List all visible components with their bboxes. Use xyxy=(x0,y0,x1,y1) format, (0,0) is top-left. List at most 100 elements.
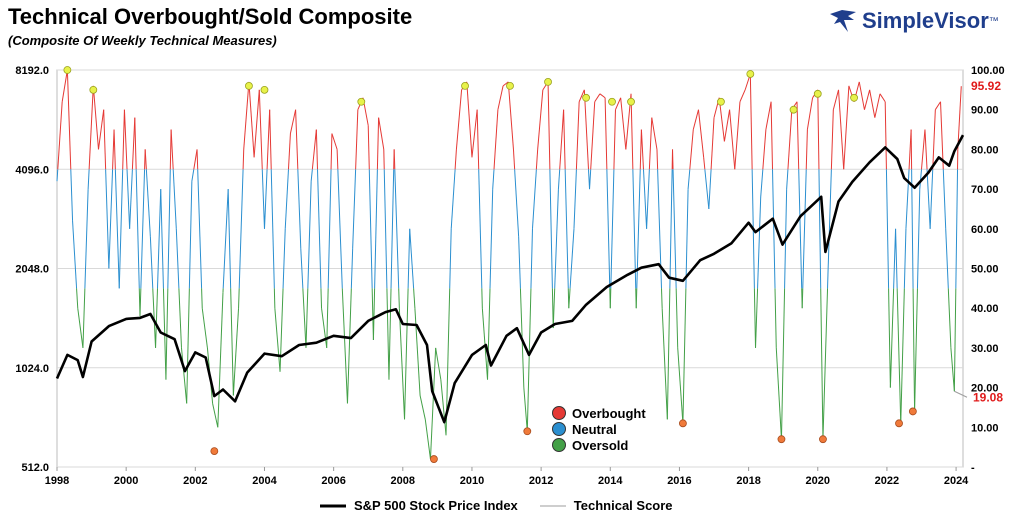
oversold-marker xyxy=(523,427,532,436)
technical-score-segment xyxy=(82,288,86,348)
technical-score-segment xyxy=(386,288,390,380)
technical-score-segment xyxy=(796,101,800,170)
x-tick-label: 2018 xyxy=(736,475,760,487)
oversold-marker xyxy=(210,447,219,456)
technical-score-segment xyxy=(140,169,146,289)
technical-score-segment xyxy=(297,169,302,249)
technical-score-segment xyxy=(84,189,89,289)
technical-score-segment xyxy=(589,169,592,190)
technical-score-segment xyxy=(376,117,380,170)
technical-score-segment xyxy=(188,181,193,289)
x-tick-label: 2022 xyxy=(875,475,899,487)
technical-score-segment xyxy=(911,169,914,289)
technical-score-segment xyxy=(832,89,839,110)
left-tick-label: 1024.0 xyxy=(15,363,49,375)
technical-score-segment xyxy=(388,288,392,380)
technical-score-segment xyxy=(374,169,378,289)
right-tick-label: - xyxy=(971,462,975,474)
technical-score-segment xyxy=(243,81,250,150)
technical-score-segment xyxy=(934,101,941,110)
technical-score-segment xyxy=(905,169,910,229)
legend-technical-score: Technical Score xyxy=(539,498,673,513)
technical-score-swatch xyxy=(539,505,566,506)
technical-score-segment xyxy=(145,169,151,237)
technical-score-segment xyxy=(929,169,934,229)
last-value-low: 19.08 xyxy=(973,390,1003,404)
technical-score-segment xyxy=(604,97,608,170)
x-tick-label: 2002 xyxy=(183,475,207,487)
technical-score-segment xyxy=(672,149,674,170)
technical-score-segment xyxy=(692,109,699,130)
overbought-marker xyxy=(789,105,798,114)
technical-score-segment xyxy=(466,81,473,158)
right-tick-label: 20.00 xyxy=(971,383,999,395)
technical-score-segment xyxy=(568,288,571,309)
technical-score-segment xyxy=(762,129,767,170)
x-tick-label: 2020 xyxy=(806,475,830,487)
technical-score-segment xyxy=(367,125,370,170)
x-tick-label: 2010 xyxy=(460,475,484,487)
technical-score-segment xyxy=(238,169,244,289)
technical-score-segment xyxy=(155,288,158,348)
technical-score-segment xyxy=(672,169,677,289)
technical-score-segment xyxy=(126,169,131,229)
overbought-marker xyxy=(813,89,822,98)
technical-score-segment xyxy=(160,189,164,289)
legend-oversold-label: Oversold xyxy=(572,437,629,453)
technical-score-segment xyxy=(279,288,284,372)
technical-score-segment xyxy=(827,169,832,269)
oversold-marker xyxy=(430,455,438,463)
technical-score-segment xyxy=(827,268,829,289)
technical-score-segment xyxy=(830,109,834,170)
technical-score-segment xyxy=(903,228,907,289)
technical-score-segment xyxy=(217,292,224,428)
technical-score-segment xyxy=(56,169,59,182)
technical-score-segment xyxy=(523,387,528,432)
technical-score-segment xyxy=(103,109,107,170)
technical-score-segment xyxy=(514,169,520,237)
technical-score-segment xyxy=(666,288,671,420)
technical-score-segment xyxy=(661,288,663,309)
technical-score-segment xyxy=(620,97,627,150)
technical-score-segment xyxy=(942,169,947,229)
brand-name: SimpleVisor xyxy=(862,8,989,33)
technical-score-segment xyxy=(372,288,376,340)
technical-score-segment xyxy=(193,149,198,170)
technical-score-segment xyxy=(774,288,777,348)
legend-technical-score-label: Technical Score xyxy=(573,498,673,513)
technical-score-segment xyxy=(61,69,68,102)
technical-score-segment xyxy=(186,288,190,404)
x-tick-label: 2004 xyxy=(252,475,277,487)
technical-score-segment xyxy=(302,288,307,348)
technical-score-segment xyxy=(822,288,829,440)
technical-score-segment xyxy=(888,288,891,388)
technical-score-segment xyxy=(687,169,691,190)
technical-score-segment xyxy=(471,109,478,158)
overbought-marker xyxy=(850,93,858,102)
technical-score-segment xyxy=(440,379,447,436)
technical-score-segment xyxy=(535,149,539,170)
technical-score-segment xyxy=(135,169,140,289)
technical-score-segment xyxy=(393,149,396,170)
right-tick-label: 80.00 xyxy=(971,144,999,156)
technical-score-segment xyxy=(697,109,705,158)
technical-score-segment xyxy=(450,169,456,229)
technical-score-segment xyxy=(818,169,822,289)
technical-score-segment xyxy=(330,133,333,170)
technical-score-segment xyxy=(648,117,653,170)
oversold-marker xyxy=(908,407,917,416)
technical-score-segment xyxy=(914,288,918,412)
technical-score-segment xyxy=(134,117,137,170)
technical-score-segment xyxy=(723,109,731,142)
technical-score-segment xyxy=(554,189,559,289)
technical-score-segment xyxy=(230,288,234,396)
technical-score-segment xyxy=(274,308,281,372)
technical-score-segment xyxy=(321,308,328,348)
technical-score-segment xyxy=(129,169,133,229)
technical-score-segment xyxy=(409,228,415,289)
technical-score-segment xyxy=(893,228,897,289)
technical-score-segment xyxy=(685,189,689,289)
technical-score-segment xyxy=(346,288,352,404)
technical-score-segment xyxy=(131,117,136,170)
technical-score-segment xyxy=(710,117,715,170)
